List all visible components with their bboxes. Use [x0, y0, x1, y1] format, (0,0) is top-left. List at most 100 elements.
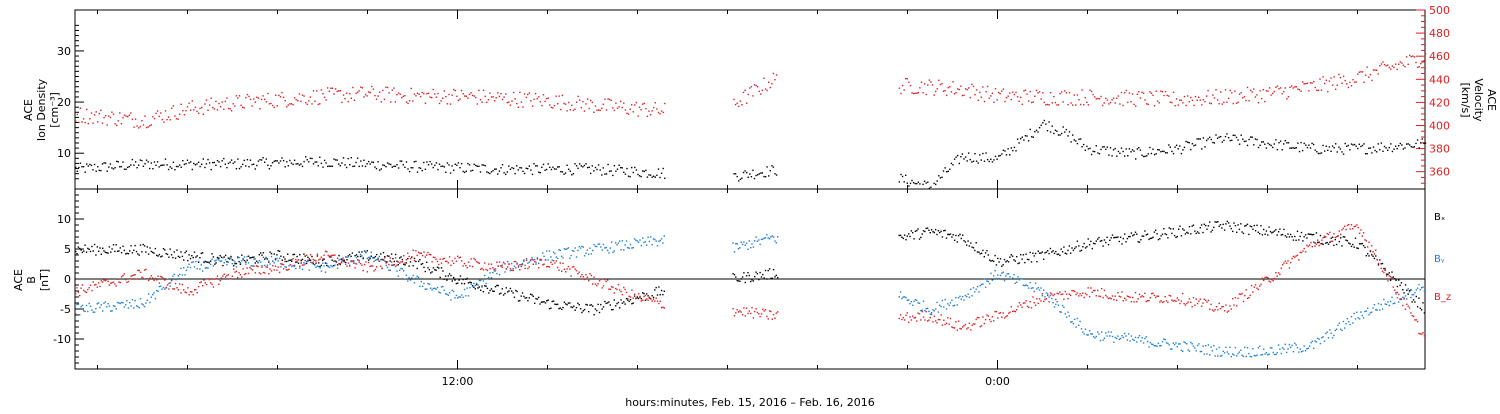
data-point — [105, 252, 106, 253]
data-point — [1157, 149, 1158, 150]
data-point — [955, 157, 956, 158]
data-point — [656, 240, 657, 241]
data-point — [140, 159, 141, 160]
data-point — [187, 106, 188, 107]
data-point — [1325, 236, 1326, 237]
data-point — [157, 110, 158, 111]
data-point — [606, 303, 607, 304]
data-point — [1410, 312, 1411, 313]
data-point — [319, 103, 320, 104]
data-point — [1291, 345, 1292, 346]
data-point — [1278, 272, 1279, 273]
data-point — [1154, 295, 1155, 296]
data-point — [83, 118, 84, 119]
data-point — [568, 302, 569, 303]
data-point — [922, 92, 923, 93]
data-point — [644, 171, 645, 172]
data-point — [908, 322, 909, 323]
data-point — [245, 165, 246, 166]
data-point — [1343, 236, 1344, 237]
data-point — [280, 266, 281, 267]
data-point — [283, 160, 284, 161]
data-point — [1297, 231, 1298, 232]
data-point — [116, 244, 117, 245]
data-point — [210, 282, 211, 283]
data-point — [1182, 228, 1183, 229]
data-point — [741, 278, 742, 279]
data-point — [152, 168, 153, 169]
data-point — [76, 253, 77, 254]
data-point — [152, 277, 153, 278]
data-point — [1021, 278, 1022, 279]
data-point — [976, 89, 977, 90]
data-point — [1419, 66, 1420, 67]
data-point — [198, 162, 199, 163]
data-point — [174, 288, 175, 289]
data-point — [248, 273, 249, 274]
data-point — [352, 252, 353, 253]
data-point — [1229, 225, 1230, 226]
data-point — [559, 166, 560, 167]
data-point — [119, 112, 120, 113]
data-point — [759, 244, 760, 245]
data-point — [1152, 149, 1153, 150]
data-point — [102, 163, 103, 164]
data-point — [1219, 226, 1220, 227]
data-point — [1011, 306, 1012, 307]
data-point — [1300, 91, 1301, 92]
data-point — [151, 251, 152, 252]
data-point — [1368, 255, 1369, 256]
data-point — [1256, 355, 1257, 356]
data-point — [76, 304, 77, 305]
data-point — [233, 103, 234, 104]
data-point — [957, 304, 958, 305]
data-point — [1033, 137, 1034, 138]
data-point — [651, 244, 652, 245]
data-point — [1070, 102, 1071, 103]
data-point — [404, 264, 405, 265]
data-point — [78, 246, 79, 247]
data-point — [595, 246, 596, 247]
data-point — [442, 270, 443, 271]
data-point — [950, 318, 951, 319]
data-point — [551, 169, 552, 170]
data-point — [647, 237, 648, 238]
data-point — [922, 311, 923, 312]
data-point — [116, 125, 117, 126]
data-point — [433, 89, 434, 90]
data-point — [659, 177, 660, 178]
data-point — [904, 181, 905, 182]
data-point — [162, 165, 163, 166]
data-point — [180, 268, 181, 269]
data-point — [637, 174, 638, 175]
data-point — [137, 270, 138, 271]
data-point — [1423, 143, 1424, 144]
data-point — [105, 115, 106, 116]
data-point — [1289, 267, 1290, 268]
data-point — [391, 253, 392, 254]
data-point — [287, 269, 288, 270]
data-point — [580, 308, 581, 309]
data-point — [1386, 274, 1387, 275]
data-point — [302, 259, 303, 260]
data-point — [1018, 101, 1019, 102]
data-point — [753, 317, 754, 318]
data-point — [650, 236, 651, 237]
data-point — [1086, 246, 1087, 247]
data-point — [190, 291, 191, 292]
data-point — [251, 265, 252, 266]
data-point — [1198, 300, 1199, 301]
data-point — [626, 292, 627, 293]
data-point — [1173, 300, 1174, 301]
data-point — [1035, 253, 1036, 254]
data-point — [191, 255, 192, 256]
data-point — [755, 308, 756, 309]
data-point — [1313, 144, 1314, 145]
data-point — [924, 181, 925, 182]
data-point — [565, 249, 566, 250]
data-point — [1416, 296, 1417, 297]
data-point — [267, 267, 268, 268]
data-point — [908, 299, 909, 300]
data-point — [1105, 98, 1106, 99]
